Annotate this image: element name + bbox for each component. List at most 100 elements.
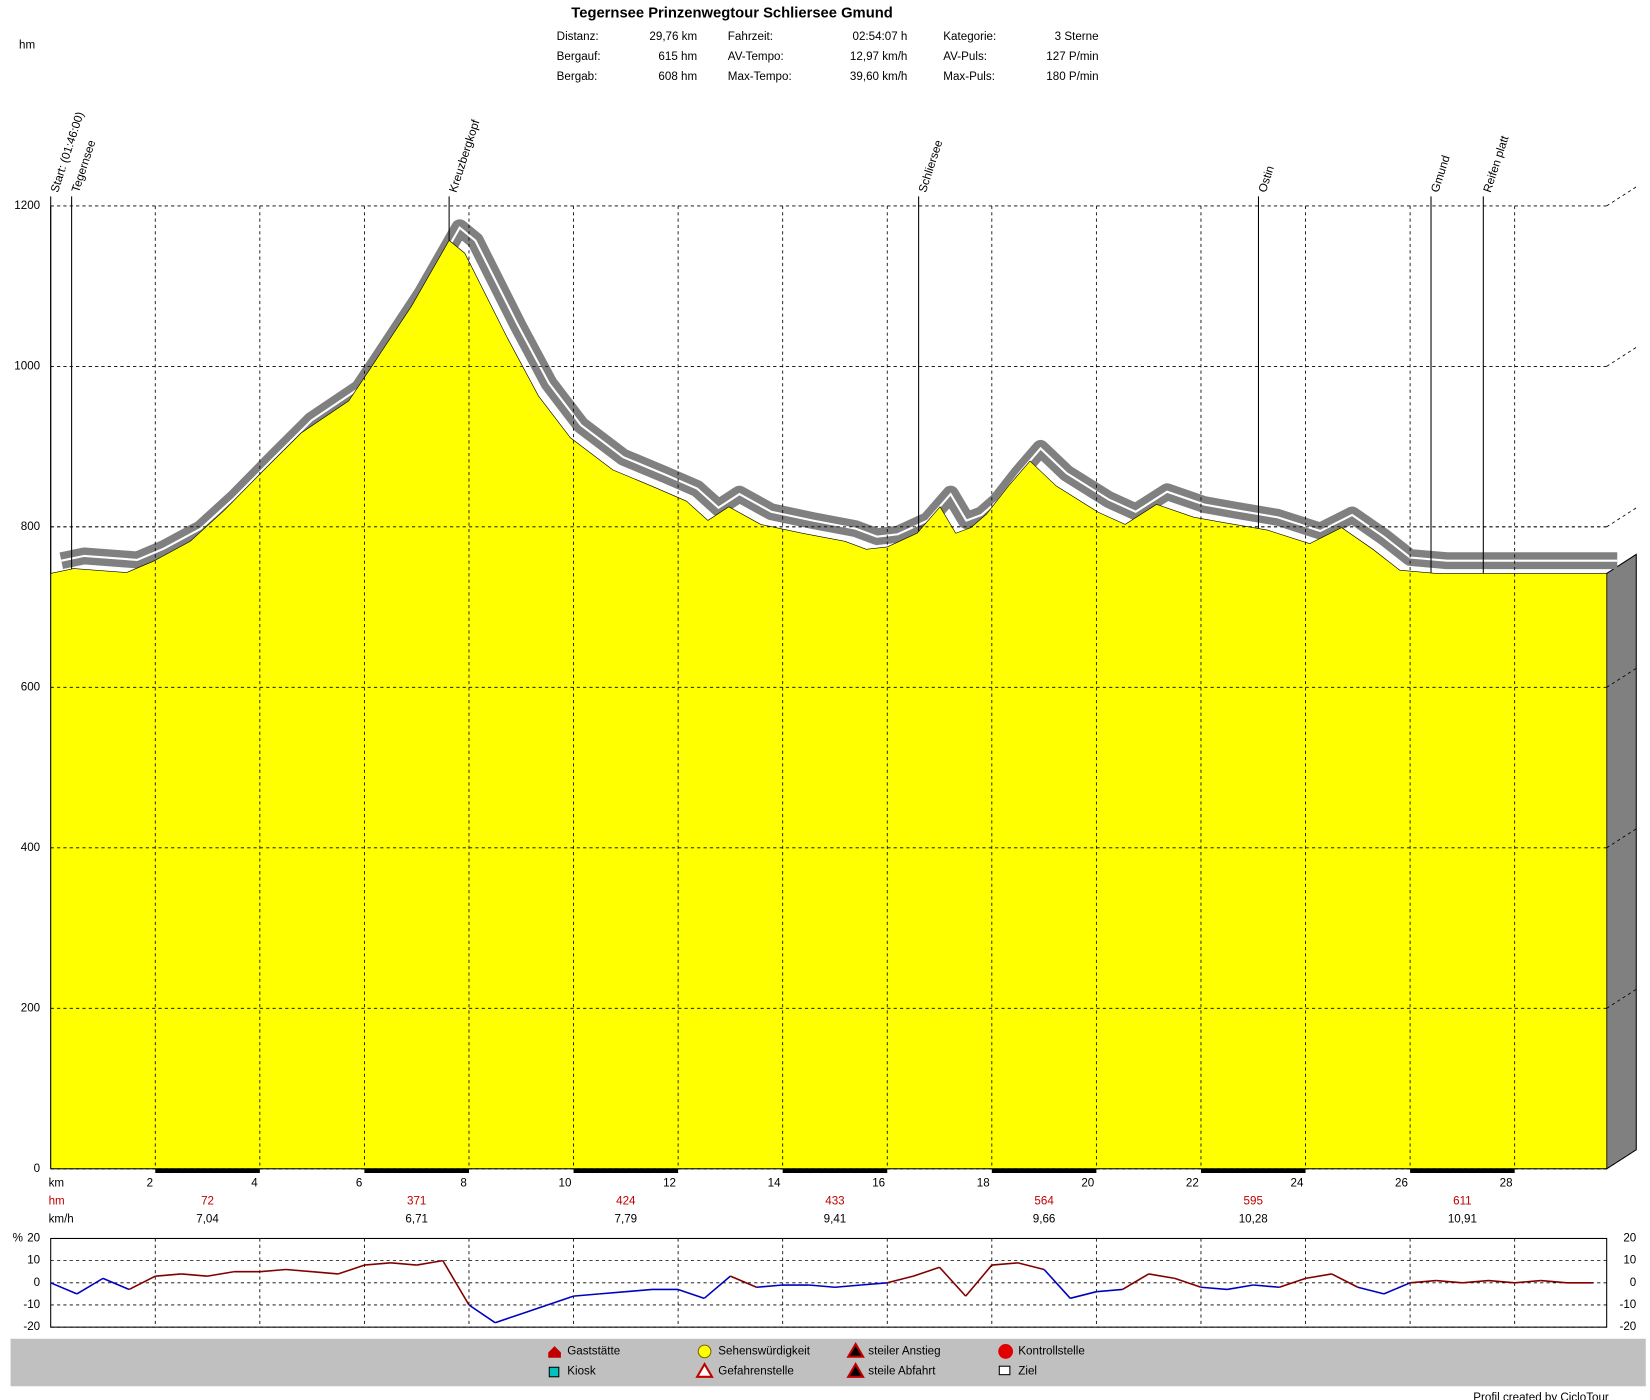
gradient-segment — [1279, 1277, 1306, 1288]
icon-climb — [846, 1341, 865, 1358]
icon-kiosk — [548, 1366, 560, 1378]
grid-line-3d — [1606, 347, 1637, 367]
stat-value: 615 hm — [658, 50, 697, 63]
waypoint-label: Ostin — [1256, 164, 1277, 194]
legend-label: Gefahrenstelle — [718, 1365, 794, 1378]
axis-band — [782, 1168, 888, 1174]
summary-hm: 433 — [825, 1195, 844, 1208]
icon-descent — [846, 1362, 865, 1378]
x-tick-label: 6 — [356, 1177, 362, 1190]
summary-speed: 7,04 — [196, 1213, 219, 1226]
stat-value: 180 P/min — [1046, 70, 1098, 83]
gradient-segment — [625, 1288, 653, 1293]
summary-speed-label: km/h — [49, 1213, 74, 1226]
y2-tick-label: 0 — [1630, 1276, 1636, 1289]
legend-label: Kontrollstelle — [1018, 1344, 1084, 1357]
gradient-segment — [1462, 1279, 1489, 1284]
gradient-segment — [1122, 1273, 1150, 1291]
gradient-segment — [599, 1290, 626, 1295]
axis-band — [573, 1168, 679, 1174]
gradient-segment — [338, 1264, 365, 1275]
gradient-segment — [938, 1266, 967, 1297]
x-tick-label: 20 — [1081, 1177, 1094, 1190]
gradient-segment — [390, 1262, 417, 1266]
gradient-segment — [259, 1268, 287, 1273]
gradient-segment — [1253, 1284, 1280, 1289]
icon-gaststaette — [548, 1346, 561, 1358]
footer: Profil created by CicloTour — [1473, 1391, 1609, 1400]
waypoint-label: Schliersee — [916, 138, 945, 194]
gradient-segment — [442, 1260, 470, 1306]
x-axis-label: km — [49, 1177, 64, 1190]
gradient-segment — [991, 1262, 1019, 1266]
stat-label: AV-Puls: — [943, 50, 987, 63]
gradient-segment — [730, 1275, 757, 1288]
legend-label: steile Abfahrt — [868, 1365, 936, 1378]
summary-speed: 9,66 — [1033, 1213, 1056, 1226]
grid-line-3d — [1606, 186, 1637, 207]
y-tick-label: -20 — [23, 1320, 40, 1333]
gradient-segment — [887, 1275, 914, 1284]
gradient-segment — [155, 1273, 182, 1277]
summary-speed: 10,28 — [1239, 1213, 1268, 1226]
gradient-segment — [207, 1270, 234, 1277]
stat-value: 608 hm — [658, 70, 697, 83]
x-tick-label: 14 — [768, 1177, 781, 1190]
gradient-segment — [834, 1284, 862, 1289]
stat-label: Max-Tempo: — [728, 70, 792, 83]
gradient-segment — [677, 1288, 705, 1300]
gradient-segment — [494, 1313, 522, 1324]
gradient-segment — [521, 1304, 548, 1315]
gradient-segment — [756, 1284, 783, 1289]
stat-label: Distanz: — [557, 30, 599, 43]
legend-label: Kiosk — [567, 1365, 596, 1378]
stat-label: Kategorie: — [943, 30, 996, 43]
gradient-segment — [1383, 1282, 1411, 1295]
stat-label: Bergauf: — [557, 50, 601, 63]
gradient-segment — [1357, 1286, 1385, 1295]
gradient-segment — [364, 1262, 391, 1266]
gradient-frame — [50, 1237, 1608, 1328]
y-tick-label: 800 — [21, 520, 40, 533]
x-tick-label: 26 — [1395, 1177, 1408, 1190]
waypoint-label: Kreuzbergkopf — [447, 117, 483, 194]
gradient-segment — [913, 1266, 940, 1277]
gradient-segment — [102, 1277, 130, 1291]
y-tick-label: 0 — [34, 1276, 40, 1289]
gradient-unit: % — [13, 1232, 23, 1245]
gradient-segment — [1540, 1279, 1568, 1284]
gradient-segment — [128, 1275, 156, 1291]
y-tick-label: 10 — [27, 1254, 40, 1267]
elevation-area — [50, 239, 1608, 1170]
y-tick-label: -10 — [23, 1298, 40, 1311]
summary-speed: 6,71 — [405, 1213, 428, 1226]
y-tick-label: 1200 — [14, 199, 40, 212]
y-tick-label: 600 — [21, 680, 40, 693]
y-tick-label: 200 — [21, 1001, 40, 1014]
stat-label: Max-Puls: — [943, 70, 995, 83]
gradient-segment — [965, 1264, 993, 1297]
y2-tick-label: -10 — [1619, 1298, 1636, 1311]
gradient-segment — [416, 1259, 443, 1266]
y2-tick-label: -20 — [1619, 1320, 1636, 1333]
gradient-segment — [1488, 1279, 1515, 1284]
gradient-segment — [1436, 1279, 1463, 1284]
stat-label: Bergab: — [557, 70, 598, 83]
y-tick-label: 1000 — [14, 359, 40, 372]
chart-title: Tegernsee Prinzenwegtour Schliersee Gmun… — [571, 6, 892, 22]
gradient-segment — [547, 1295, 574, 1306]
legend-label: Ziel — [1018, 1365, 1037, 1378]
x-tick-label: 12 — [663, 1177, 676, 1190]
y-tick-label: 400 — [21, 841, 40, 854]
gradient-segment — [1070, 1290, 1097, 1300]
gradient-segment — [861, 1282, 888, 1286]
x-tick-label: 18 — [977, 1177, 990, 1190]
gradient-segment — [1305, 1273, 1332, 1280]
y2-tick-label: 10 — [1623, 1254, 1636, 1267]
gradient-segment — [76, 1277, 104, 1295]
axis-band — [991, 1168, 1097, 1174]
waypoint-label: Reifen platt — [1481, 133, 1512, 194]
stat-label: AV-Tempo: — [728, 50, 784, 63]
profile-shadow-line — [61, 226, 1618, 562]
